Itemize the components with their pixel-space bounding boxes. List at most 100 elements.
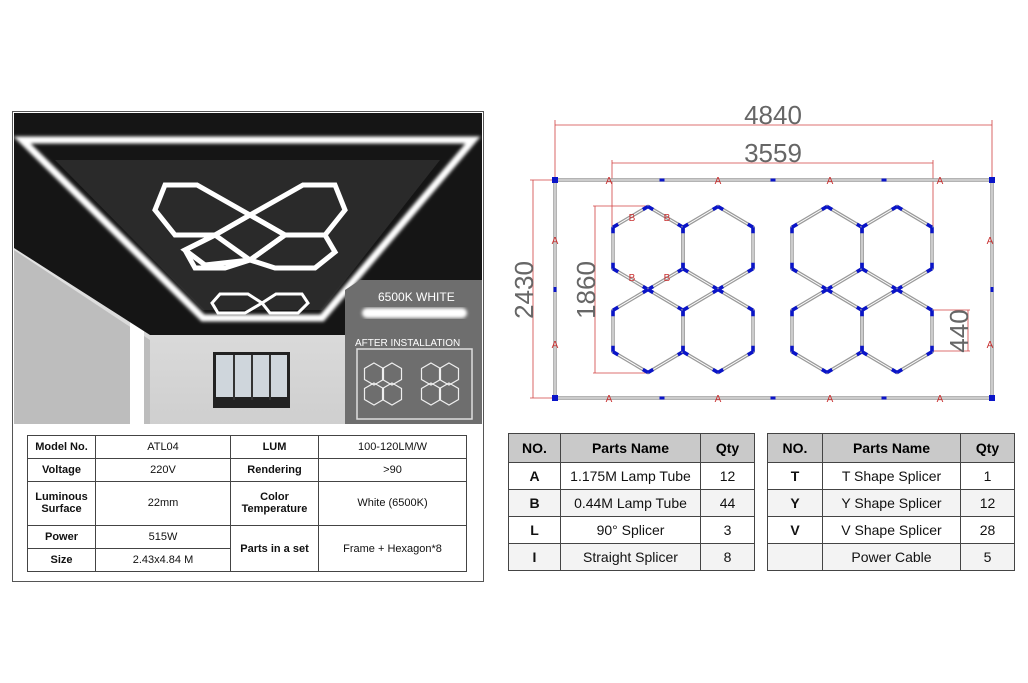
part-qty: 12	[960, 489, 1015, 517]
splicer-connector	[717, 287, 725, 295]
splicer-connector	[746, 350, 754, 357]
splicer-connector	[711, 367, 719, 375]
splicer-connector	[746, 267, 754, 274]
splicer-connector	[791, 267, 799, 274]
splicer-connector	[647, 204, 655, 212]
frame-glow	[14, 136, 481, 322]
splicer-connector	[682, 350, 690, 357]
spec-key: Size	[27, 548, 96, 572]
splicer-connector	[791, 222, 799, 229]
splicer-connector	[641, 287, 649, 295]
hexagon-lights	[152, 182, 348, 271]
splicer-connector	[641, 204, 649, 212]
part-name: T Shape Splicer	[822, 462, 961, 490]
spec-key: Color Temperature	[230, 480, 319, 527]
hexagon-tube	[681, 287, 755, 375]
table-row: A 1.175M Lamp Tube 12	[508, 462, 755, 490]
hexagon-tube	[790, 204, 864, 292]
splicer-connector	[682, 305, 690, 312]
corner-splicer	[989, 177, 995, 183]
part-qty: 28	[960, 516, 1015, 544]
part-name: 0.44M Lamp Tube	[560, 489, 701, 517]
dim-segment: 440	[944, 309, 974, 352]
straight-splicer	[770, 396, 776, 400]
dim-inner-width: 3559	[744, 138, 802, 168]
table-row: I Straight Splicer 8	[508, 543, 755, 571]
splicer-connector	[612, 222, 620, 229]
spec-value: ATL04	[95, 435, 231, 459]
tube-label-a: A	[987, 340, 994, 351]
part-no: T	[767, 462, 823, 490]
part-qty: 12	[700, 462, 755, 490]
tube-label-a: A	[606, 394, 613, 405]
splicer-connector	[826, 287, 834, 295]
straight-splicer	[990, 287, 994, 292]
spec-value: >90	[318, 457, 467, 482]
column-header: Parts Name	[822, 433, 961, 463]
column-header: NO.	[767, 433, 823, 463]
spec-key: Luminous Surface	[27, 480, 96, 527]
tube-label-a: A	[827, 176, 834, 187]
splicer-connector	[641, 367, 649, 375]
column-header: Qty	[960, 433, 1015, 463]
straight-splicer	[881, 396, 887, 400]
corner-splicer	[552, 177, 558, 183]
splicer-connector	[826, 367, 834, 375]
splicer-connector	[896, 204, 904, 212]
splicer-connector	[820, 287, 828, 295]
table-row: B 0.44M Lamp Tube 44	[508, 489, 755, 517]
ceiling-light-photo: 6500K WHITE AFTER INSTALLATION	[14, 113, 482, 424]
tube-label-a: A	[987, 236, 994, 247]
tube-label-a: A	[937, 176, 944, 187]
tube-label-a: A	[715, 394, 722, 405]
spec-value: 515W	[95, 525, 231, 549]
spec-row: Model No. ATL04 LUM 100-120LM/W	[27, 435, 467, 459]
corner-splicer	[989, 395, 995, 401]
splicer-connector	[791, 350, 799, 357]
splicer-connector	[711, 204, 719, 212]
splicer-connector	[647, 367, 655, 375]
corner-splicer	[552, 395, 558, 401]
tube-label-a: A	[937, 394, 944, 405]
splicer-connector	[612, 350, 620, 357]
spec-value: 100-120LM/W	[318, 435, 467, 459]
hexagon-tube	[611, 287, 685, 375]
tube-label-a: A	[827, 394, 834, 405]
splicer-connector	[890, 204, 898, 212]
parts-table-2: NO. Parts Name Qty T T Shape Splicer 1 Y Y Shap…	[767, 433, 1015, 571]
splicer-connector	[820, 367, 828, 375]
dim-inner-height: 1860	[571, 261, 601, 319]
splicer-connector	[896, 287, 904, 295]
straight-splicer	[659, 396, 665, 400]
dim-height: 2430	[509, 261, 539, 319]
part-qty: 5	[960, 543, 1015, 571]
splicer-connector	[925, 267, 933, 274]
parts-table-1: NO. Parts Name Qty A 1.175M Lamp Tube 12 B 0.44…	[508, 433, 755, 571]
splicer-connector	[826, 204, 834, 212]
splicer-connector	[925, 222, 933, 229]
spec-row: Voltage 220V Rendering >90	[27, 457, 467, 482]
straight-splicer	[881, 178, 887, 182]
splicer-connector	[820, 204, 828, 212]
tube-label-a: A	[552, 340, 559, 351]
part-no: V	[767, 516, 823, 544]
splicer-connector	[861, 222, 869, 229]
part-name: 90° Splicer	[560, 516, 701, 544]
spec-row: Power 515W Parts in a set Frame + Hexagon*8	[27, 525, 467, 572]
tube-label-b: B	[664, 273, 671, 284]
hexagon-tube	[681, 204, 755, 292]
light-bar	[362, 308, 467, 318]
hexagon-tube	[860, 204, 934, 292]
part-no: A	[508, 462, 561, 490]
splicer-connector	[717, 204, 725, 212]
straight-splicer	[659, 178, 665, 182]
column-header: NO.	[508, 433, 561, 463]
part-name: Straight Splicer	[560, 543, 701, 571]
part-name: Power Cable	[822, 543, 961, 571]
splicer-connector	[896, 367, 904, 375]
splicer-connector	[746, 305, 754, 312]
splicer-connector	[861, 267, 869, 274]
spec-value: White (6500K)	[318, 480, 467, 527]
splicer-connector	[925, 350, 933, 357]
